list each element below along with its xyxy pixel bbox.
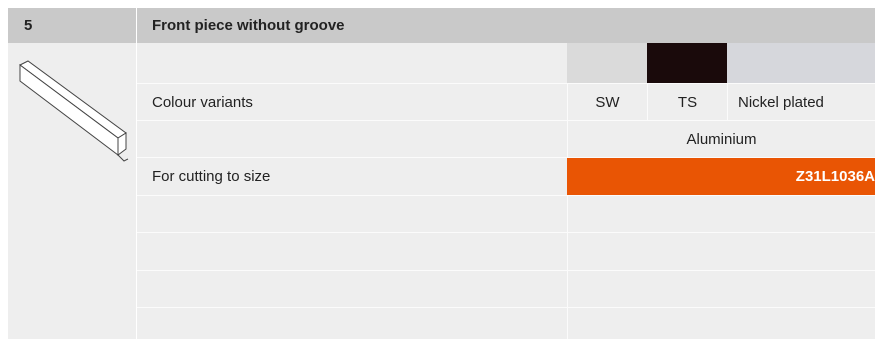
row-empty: [567, 195, 875, 232]
section-number: 5: [8, 8, 136, 43]
image-cell: [8, 43, 136, 339]
row-empty: [137, 232, 567, 270]
variant-label: SW: [567, 83, 647, 120]
row-label: For cutting to size: [137, 157, 567, 195]
row-empty: [567, 270, 875, 307]
row-empty: [137, 270, 567, 307]
material-label: Aluminium: [567, 120, 875, 157]
row-empty: [137, 307, 567, 339]
row-empty: [567, 307, 875, 339]
variant-label: Nickel plated: [727, 83, 875, 120]
row-label: Colour variants: [137, 83, 567, 120]
row-empty: [567, 232, 875, 270]
variant-label: TS: [647, 83, 727, 120]
row-empty: [137, 120, 567, 157]
article-number: Z31L1036A: [567, 157, 875, 195]
swatch-nickel: [727, 43, 875, 83]
row-empty: [137, 195, 567, 232]
swatch-sw: [567, 43, 647, 83]
section-title: Front piece without groove: [137, 8, 875, 43]
swatch-ts: [647, 43, 727, 83]
product-drawing: [19, 60, 129, 162]
